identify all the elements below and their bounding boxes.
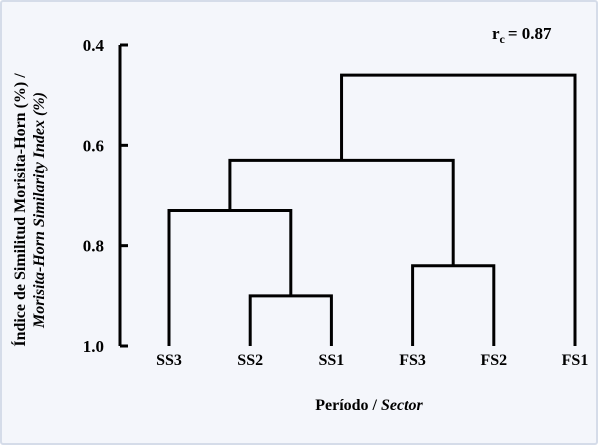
cluster-link-m4 [228, 158, 455, 266]
leaf-labels: SS3 SS2 SS1 FS3 FS2 FS1 [156, 352, 588, 369]
cluster-link-m5 [340, 73, 577, 346]
coefficient-annotation: rc = 0.87 [492, 24, 552, 46]
y-tick-label: 0.4 [83, 36, 105, 55]
y-tick-label: 0.6 [83, 136, 104, 155]
cluster-link-m3 [167, 209, 293, 346]
y-axis-title-line2: Morisita-Horn Similarity Index (%) [31, 92, 48, 329]
cluster-link-m2 [411, 264, 496, 346]
x-axis-title: Período / Sector [315, 397, 423, 414]
leaf-label-fs2: FS2 [480, 352, 507, 369]
leaf-label-ss3: SS3 [156, 352, 182, 369]
leaf-label-ss1: SS1 [319, 352, 345, 369]
leaf-label-fs3: FS3 [399, 352, 426, 369]
y-axis-ticks: 0.4 0.6 0.8 1.0 [83, 36, 128, 356]
cluster-link-m1 [248, 294, 333, 346]
leaf-label-ss2: SS2 [237, 352, 263, 369]
leaf-label-fs1: FS1 [562, 352, 589, 369]
y-axis-title-line1: Índice de Similitud Morisita-Horn (%) / [10, 73, 29, 347]
y-axis-title: Índice de Similitud Morisita-Horn (%) / … [10, 73, 48, 347]
y-tick-label: 1.0 [83, 337, 104, 356]
dendrogram-links [167, 73, 577, 346]
y-tick-label: 0.8 [83, 237, 104, 256]
